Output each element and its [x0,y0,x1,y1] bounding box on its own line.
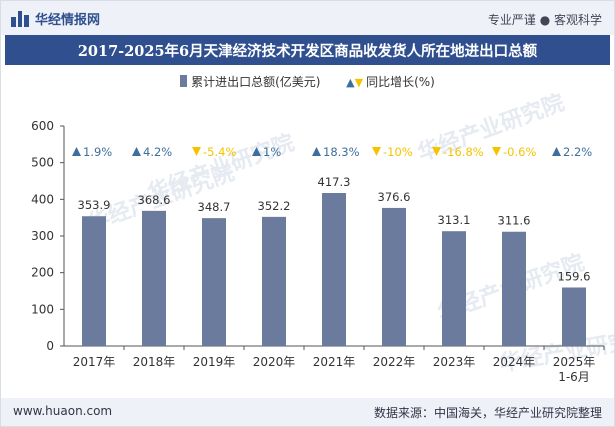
y-tick-label: 100 [31,302,54,316]
bar [382,207,406,346]
x-tick-label: 2019年 [193,355,236,369]
bar [442,231,466,346]
y-tick-label: 600 [31,119,54,133]
growth-up-icon [312,147,321,156]
x-tick-label: 2023年 [433,355,476,369]
x-tick-label: 2017年 [73,355,116,369]
growth-down-icon [192,147,201,156]
bar-value-label: 159.6 [558,269,591,283]
growth-down-icon [432,147,441,156]
bar [202,218,226,346]
bar-value-label: 376.6 [378,190,411,204]
x-tick-label: 2022年 [373,355,416,369]
growth-label: 2.2% [563,145,592,159]
x-tick-label: 2025年 [553,355,596,369]
x-tick-label: 2024年 [493,355,536,369]
bar [562,287,586,346]
x-tick-label: 2018年 [133,355,176,369]
x-tick-label: 2021年 [313,355,356,369]
growth-label: 1.9% [83,145,112,159]
growth-label: -10% [383,145,413,159]
bar-value-label: 311.6 [498,214,531,228]
growth-label: -5.4% [203,145,236,159]
bar-value-label: 313.1 [438,213,471,227]
legend-series-growth: 同比增长(%) [366,75,435,89]
growth-up-icon [72,147,81,156]
bar-value-label: 368.6 [138,193,171,207]
legend-series-bar: 累计进出口总额(亿美元) [191,75,321,89]
header-bar: 华经情报网 专业严谨 ● 客观科学 [1,1,614,35]
growth-label: 18.3% [323,145,360,159]
site-url: www.huaon.com [13,404,113,418]
footer-bar: www.huaon.com 数据来源：中国海关，华经产业研究院整理 [1,398,614,426]
y-tick-label: 400 [31,192,54,206]
bar [142,210,166,346]
bar-value-label: 353.9 [78,198,111,212]
watermark-text: 华经产业研究院 [414,90,568,167]
y-tick-label: 300 [31,229,54,243]
bar [262,216,286,346]
triangle-up-icon: ▲ [346,76,355,89]
brand-name: 华经情报网 [35,13,101,28]
bar [322,192,346,346]
chart-title: 2017-2025年6月天津经济技术开发区商品收发货人所在地进出口总额 [77,43,538,60]
y-tick-label: 0 [46,339,54,353]
growth-label: -16.8% [443,145,484,159]
y-tick-label: 200 [31,266,54,280]
data-source: 数据来源：中国海关，华经产业研究院整理 [373,406,602,420]
growth-up-icon [252,147,261,156]
chart-legend: 累计进出口总额(亿美元) ▲▼ 同比增长(%) [1,73,614,90]
bar-logo-icon [11,10,30,27]
title-bar: 2017-2025年6月天津经济技术开发区商品收发货人所在地进出口总额 [5,35,610,65]
bar-value-label: 352.2 [258,199,291,213]
bar-value-label: 348.7 [198,200,231,214]
growth-down-icon [372,147,381,156]
growth-up-icon [132,147,141,156]
triangle-down-icon: ▼ [354,76,364,89]
y-tick-label: 500 [31,156,54,170]
growth-up-icon [552,147,561,156]
growth-label: 1% [263,145,281,159]
x-tick-label: 1-6月 [558,370,590,384]
bar [82,216,106,346]
brand-logo: 华经情报网 [11,9,100,28]
x-tick-label: 2020年 [253,355,296,369]
growth-down-icon [492,147,501,156]
tagline: 专业严谨 ● 客观科学 [487,13,602,27]
bar-swatch-icon [180,75,188,87]
growth-label: -0.6% [503,145,536,159]
bar [502,231,526,346]
bar-value-label: 417.3 [318,175,351,189]
bar-chart: 华经产业研究院华经产业研究院华经产业研究院华经产业研究院华经产业研究院01002… [31,90,614,384]
growth-label: 4.2% [143,145,172,159]
